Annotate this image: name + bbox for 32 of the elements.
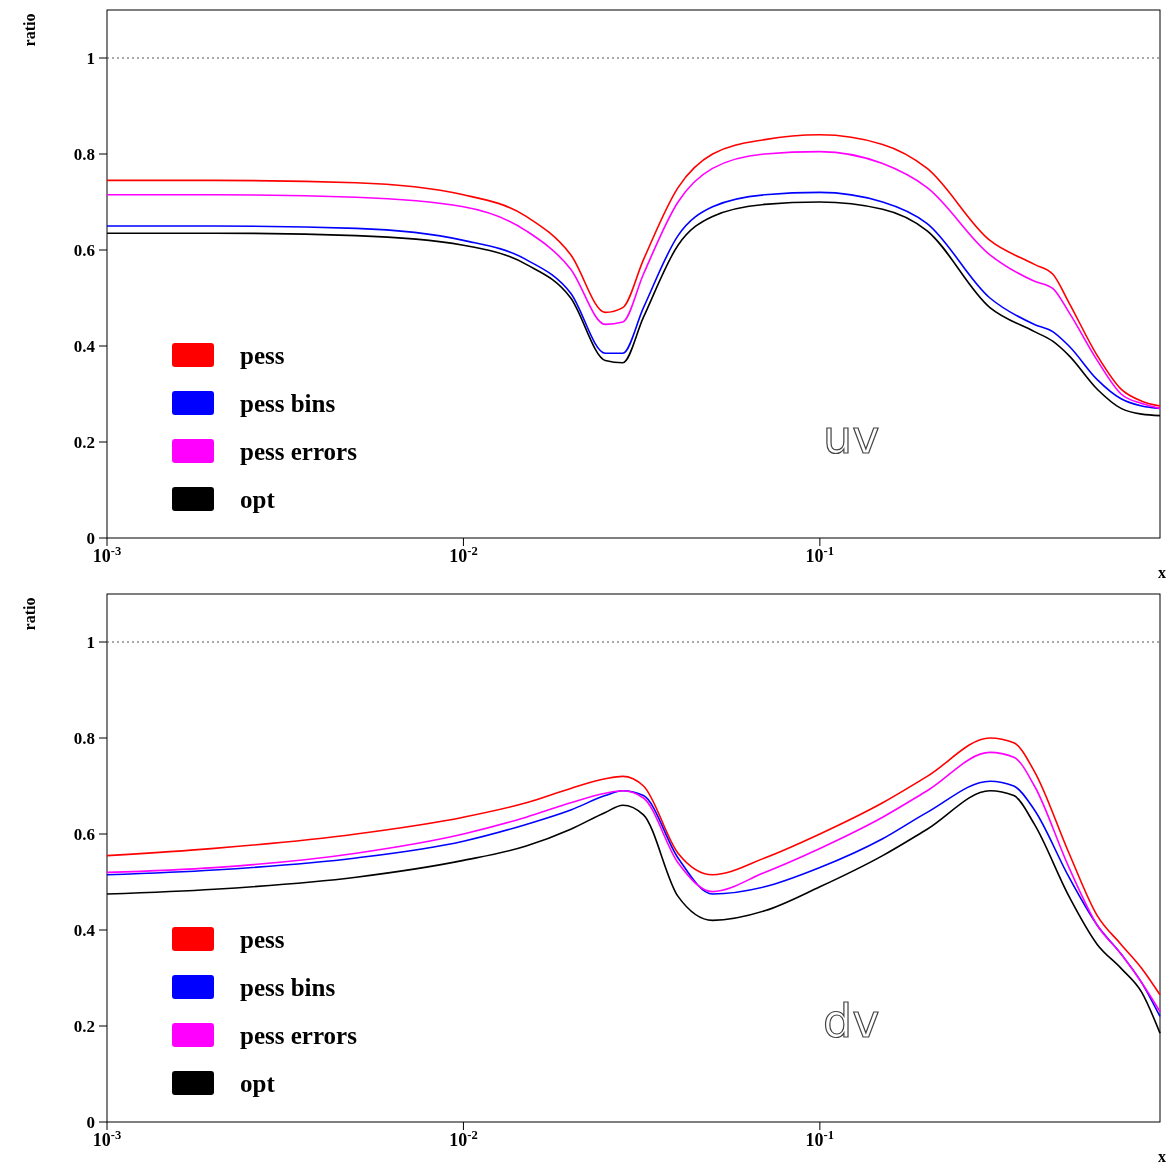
legend-label: pess errors [240,437,358,465]
x-tick-label: 10$^{-2}$ [449,1128,478,1150]
y-tick-label: 0.2 [73,1016,95,1036]
y-tick-label: 0.4 [73,336,96,356]
y-tick-label: 1 [86,48,95,68]
y-tick-label: 0.4 [73,920,96,940]
y-axis-title: ratio [21,597,38,631]
legend-label: pess bins [240,973,336,1001]
y-tick-label: 0 [86,1112,95,1132]
x-tick-label: 10$^{-1}$ [805,1128,835,1150]
legend-label: pess [240,341,285,369]
legend-label: pess [240,925,285,953]
x-tick-label: 10$^{-2}$ [449,544,478,566]
y-tick-label: 0.6 [73,240,95,260]
y-tick-label: 1 [86,632,95,652]
y-tick-label: 0.2 [73,432,95,452]
y-tick-label: 0.6 [73,824,95,844]
y-axis-title: ratio [21,13,38,47]
x-tick-label: 10$^{-1}$ [805,544,835,566]
x-tick-label: 10$^{-3}$ [92,1128,122,1150]
x-axis-title: x [1158,564,1166,581]
legend-label: opt [240,485,276,513]
y-tick-label: 0.8 [73,144,95,164]
legend-label: pess errors [240,1021,358,1049]
annotation: dv [823,994,880,1048]
legend-label: opt [240,1069,276,1097]
annotation: uv [823,410,880,464]
x-axis-title: x [1158,1148,1166,1165]
y-tick-label: 0 [86,528,95,548]
x-tick-label: 10$^{-3}$ [92,544,122,566]
y-tick-label: 0.8 [73,728,95,748]
legend-label: pess bins [240,389,336,417]
